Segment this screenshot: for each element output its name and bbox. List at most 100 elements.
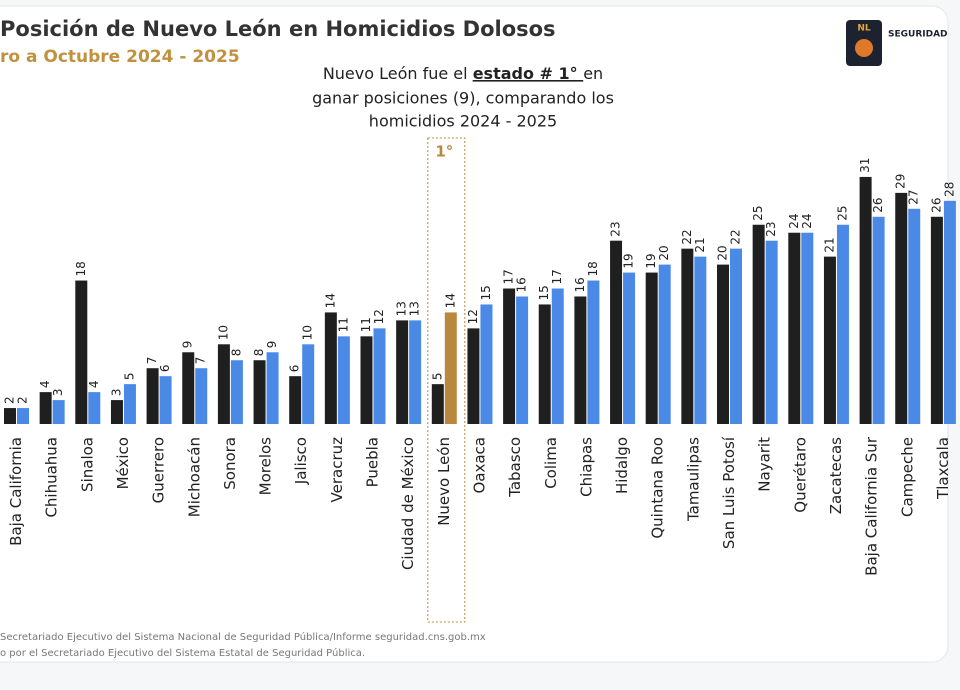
bar xyxy=(289,376,302,424)
logo-name: SEGURIDAD xyxy=(888,30,948,40)
bar xyxy=(88,392,101,424)
annotation-line: Nuevo León fue el estado # 1° en xyxy=(323,64,603,83)
x-tick-label: Jalisco xyxy=(292,437,310,485)
value-label: 24 xyxy=(800,213,814,228)
bar xyxy=(872,216,885,424)
bar xyxy=(801,232,814,424)
bar xyxy=(253,360,266,424)
bar xyxy=(516,296,529,424)
bar xyxy=(110,400,123,424)
value-label: 13 xyxy=(408,301,422,316)
x-tick-label: Chihuahua xyxy=(43,437,61,518)
value-label: 10 xyxy=(216,325,230,340)
bar xyxy=(681,248,694,424)
value-label: 22 xyxy=(729,229,743,244)
annotation-emphasis: estado # 1° xyxy=(473,64,584,83)
value-label: 14 xyxy=(443,293,457,308)
x-tick-label: Veracruz xyxy=(328,437,346,503)
x-tick-label: Baja California xyxy=(7,437,25,546)
bar xyxy=(551,288,564,424)
value-label: 16 xyxy=(573,277,587,292)
bar xyxy=(610,240,623,424)
bar xyxy=(658,264,671,424)
bar xyxy=(752,224,765,424)
bar xyxy=(39,392,52,424)
x-tick-label: Tabasco xyxy=(506,437,524,498)
x-tick-label: Quintana Roo xyxy=(649,437,667,539)
bar xyxy=(930,216,943,424)
bar xyxy=(859,176,872,424)
bar xyxy=(895,192,908,424)
x-tick-label: Nayarit xyxy=(756,437,774,492)
value-label: 14 xyxy=(323,293,337,308)
bar xyxy=(360,336,373,424)
x-tick-label: Puebla xyxy=(364,437,382,487)
highlight-box xyxy=(427,137,466,623)
value-label: 2 xyxy=(3,396,17,404)
x-tick-label: Sinaloa xyxy=(78,437,96,492)
bar xyxy=(217,344,230,424)
bar xyxy=(908,208,921,424)
bar xyxy=(765,240,778,424)
bar xyxy=(302,344,315,424)
footnote: Secretariado Ejecutivo del Sistema Nacio… xyxy=(0,631,486,643)
bar xyxy=(587,280,600,424)
bar xyxy=(717,264,729,424)
bar xyxy=(480,304,493,424)
x-tick-label: Querétaro xyxy=(791,437,809,513)
value-label: 6 xyxy=(288,365,302,373)
value-label: 17 xyxy=(550,269,564,284)
logo-mark: NL xyxy=(857,24,871,34)
value-label: 25 xyxy=(835,205,849,220)
bar xyxy=(266,352,279,424)
x-tick-label: Michoacán xyxy=(185,437,203,517)
value-label: 23 xyxy=(764,221,778,236)
bar xyxy=(337,336,350,424)
value-label: 11 xyxy=(359,317,373,332)
bar xyxy=(75,280,88,424)
x-tick-label: Colima xyxy=(542,437,560,489)
value-label: 21 xyxy=(693,237,707,252)
value-label: 22 xyxy=(680,229,694,244)
x-tick-label: Nuevo León xyxy=(435,437,453,526)
x-tick-label: Oaxaca xyxy=(470,437,488,494)
bar xyxy=(52,400,65,424)
value-label: 26 xyxy=(871,197,885,212)
x-tick-label: Morelos xyxy=(257,437,275,496)
x-tick-label: Hidalgo xyxy=(613,437,631,494)
annotation-text: Nuevo León fue el xyxy=(323,64,473,83)
value-label: 29 xyxy=(894,174,908,189)
x-tick-label: Tlaxcala xyxy=(934,437,952,500)
bar xyxy=(4,408,16,424)
logo: NL SEGURIDAD xyxy=(846,20,948,66)
bar xyxy=(146,368,159,424)
bar xyxy=(396,320,409,424)
value-label: 19 xyxy=(644,253,658,268)
value-label: 4 xyxy=(38,380,52,388)
x-tick-label: Guerrero xyxy=(150,437,168,503)
annotation-line: ganar posiciones (9), comparando los xyxy=(312,89,614,108)
value-label: 20 xyxy=(657,245,671,260)
value-label: 17 xyxy=(502,269,516,284)
value-label: 4 xyxy=(87,380,101,388)
value-label: 3 xyxy=(109,388,123,396)
bar xyxy=(788,232,801,424)
annotation-line: homicidios 2024 - 2025 xyxy=(369,112,557,131)
bar xyxy=(373,328,386,424)
bar xyxy=(431,384,444,424)
value-label: 18 xyxy=(586,261,600,276)
value-label: 13 xyxy=(395,301,409,316)
value-label: 16 xyxy=(515,277,529,292)
bar xyxy=(123,384,136,424)
logo-emblem xyxy=(855,39,873,57)
value-label: 20 xyxy=(716,245,730,260)
value-label: 31 xyxy=(858,158,872,173)
highlight-label: 1° xyxy=(435,143,453,161)
bar xyxy=(467,328,480,424)
value-label: 19 xyxy=(622,253,636,268)
value-label: 9 xyxy=(265,341,279,349)
value-label: 28 xyxy=(942,182,956,197)
bar xyxy=(409,320,422,424)
bar xyxy=(195,368,208,424)
